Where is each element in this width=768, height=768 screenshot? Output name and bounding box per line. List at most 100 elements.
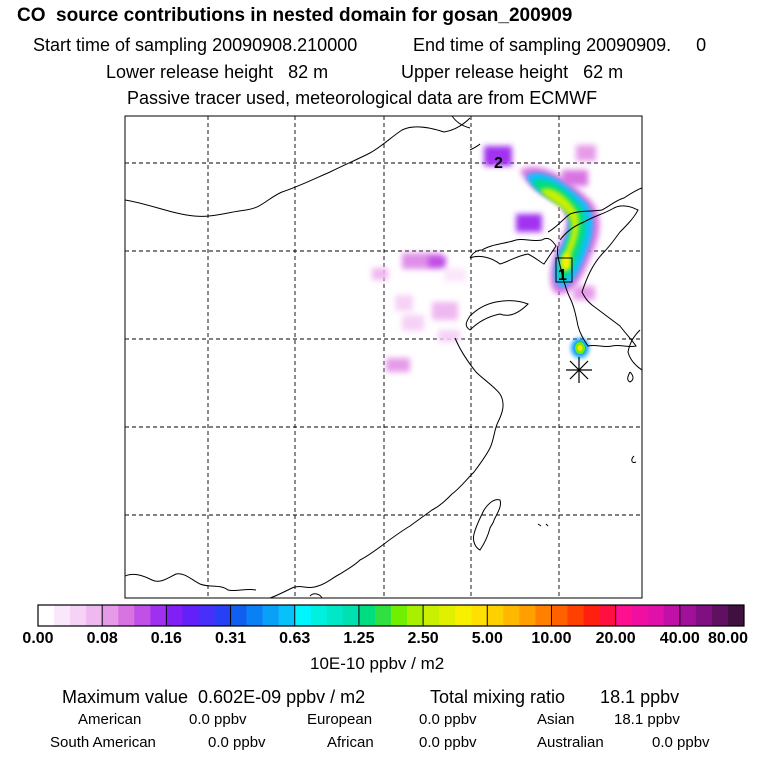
european-value: 0.0 ppbv [419,711,477,728]
colorbar-swatch [727,605,745,626]
colorbar-tick-label: 10.00 [531,630,572,647]
colorbar-swatch [70,605,87,626]
colorbar-swatch [439,605,456,626]
african-value: 0.0 ppbv [419,734,477,751]
colorbar-swatch [535,605,552,626]
island-small-1 [627,371,634,383]
plume-liaodong [520,166,600,294]
american-label: American [78,711,142,728]
colorbar-swatch [150,605,167,626]
colorbar-swatch [54,605,71,626]
colorbar-tick-label: 2.50 [407,630,439,647]
colorbar-swatch [487,605,504,626]
chart-title: CO source contributions in nested domain… [17,5,573,26]
colorbar-swatch [246,605,263,626]
plume-cell [444,268,466,282]
colorbar-swatch [567,605,584,626]
colorbar-tick-label: 20.00 [595,630,636,647]
source-markers: 2 1 [494,155,592,383]
plume-cell [577,345,583,351]
gridlines [125,116,642,598]
asian-label: Asian [537,711,575,728]
south-american-label: South American [50,734,156,751]
colorbar-tick-label: 5.00 [471,630,503,647]
plume-cell [432,302,458,320]
colorbar-swatch [134,605,151,626]
american-value: 0.0 ppbv [189,711,247,728]
colorbar-swatch [391,605,408,626]
colorbar-tick-label: 80.00 [707,630,749,647]
colorbar-swatch [278,605,296,626]
border-sea-korea [469,143,481,151]
coast-china-north [125,117,471,217]
receptor-asterisk-icon [566,357,592,383]
colorbar-swatch [198,605,215,626]
colorbar-swatch [407,605,424,626]
colorbar-swatch [423,605,440,626]
colorbar-swatch [471,605,488,626]
australian-label: Australian [537,734,604,751]
colorbar-tick-label: 40.00 [659,630,700,647]
end-sampling-text: End time of sampling 20090909. 0 [413,35,707,55]
coast-south-china [125,573,257,592]
colorbar-swatch [455,605,472,626]
marker-1-box [555,257,573,283]
colorbar-swatch [519,605,536,626]
tracer-note-text: Passive tracer used, meteorological data… [127,88,598,108]
border-china-korea [547,187,642,233]
colorbar-swatch [326,605,344,626]
colorbar-swatch [118,605,135,626]
island-small-2 [631,455,637,463]
colorbar-tick-label: 0.63 [279,630,311,647]
colorbar-frame [37,604,745,627]
upper-release-text: Upper release height 62 m [401,62,624,82]
coast-korea [557,205,639,348]
colorbar-swatch [214,605,231,626]
marker-2-label: 2 [494,155,503,172]
plume-cell [484,146,512,166]
colorbar-tick-label: 0.16 [150,630,182,647]
plume-north-blobs [484,145,596,300]
island-hainan [309,593,323,598]
colorbar-swatch [551,605,568,626]
asian-value: 18.1 ppbv [614,711,680,728]
colorbar-swatch [182,605,199,626]
colorbar-tick-label: 0.08 [86,630,118,647]
coast-japan [627,329,642,371]
colorbar-tick-label: 0.00 [22,630,54,647]
marker-1-label: 1 [558,267,567,284]
plume-cell [438,330,460,342]
island-ryukyu [537,523,549,527]
plume-core [540,188,579,270]
island-taiwan [473,499,501,551]
european-label: European [307,711,373,728]
total-mixing-text: Total mixing ratio 18.1 ppbv [430,687,680,707]
colorbar-swatch [358,605,376,626]
colorbar-swatch [663,605,681,626]
colorbar-swatch [631,605,649,626]
plume-cell [386,358,410,372]
colorbar-swatch [374,605,392,626]
plume-cell [428,256,446,268]
colorbar-swatch [86,605,103,626]
colorbar-swatch [583,605,600,626]
plume-cell [402,315,424,331]
colorbar-swatch [647,605,665,626]
lower-release-text: Lower release height 82 m [106,62,329,82]
coast-shandong [465,300,529,331]
colorbar [37,604,745,627]
colorbar-tick-label: 1.25 [343,630,375,647]
colorbar-tick-label: 0.31 [214,630,247,647]
african-label: African [327,734,374,751]
plume-cell [573,286,595,300]
plume-cell [372,268,388,280]
start-sampling-text: Start time of sampling 20090908.210000 [33,35,358,55]
colorbar-swatch [599,605,616,626]
plume-jeju-receptor [571,338,589,358]
colorbar-swatch [695,605,713,626]
colorbar-swatch [262,605,279,626]
colorbar-swatch [166,605,183,626]
colorbar-swatch [679,605,697,626]
colorbar-swatch [310,605,328,626]
south-american-value: 0.0 ppbv [208,734,266,751]
